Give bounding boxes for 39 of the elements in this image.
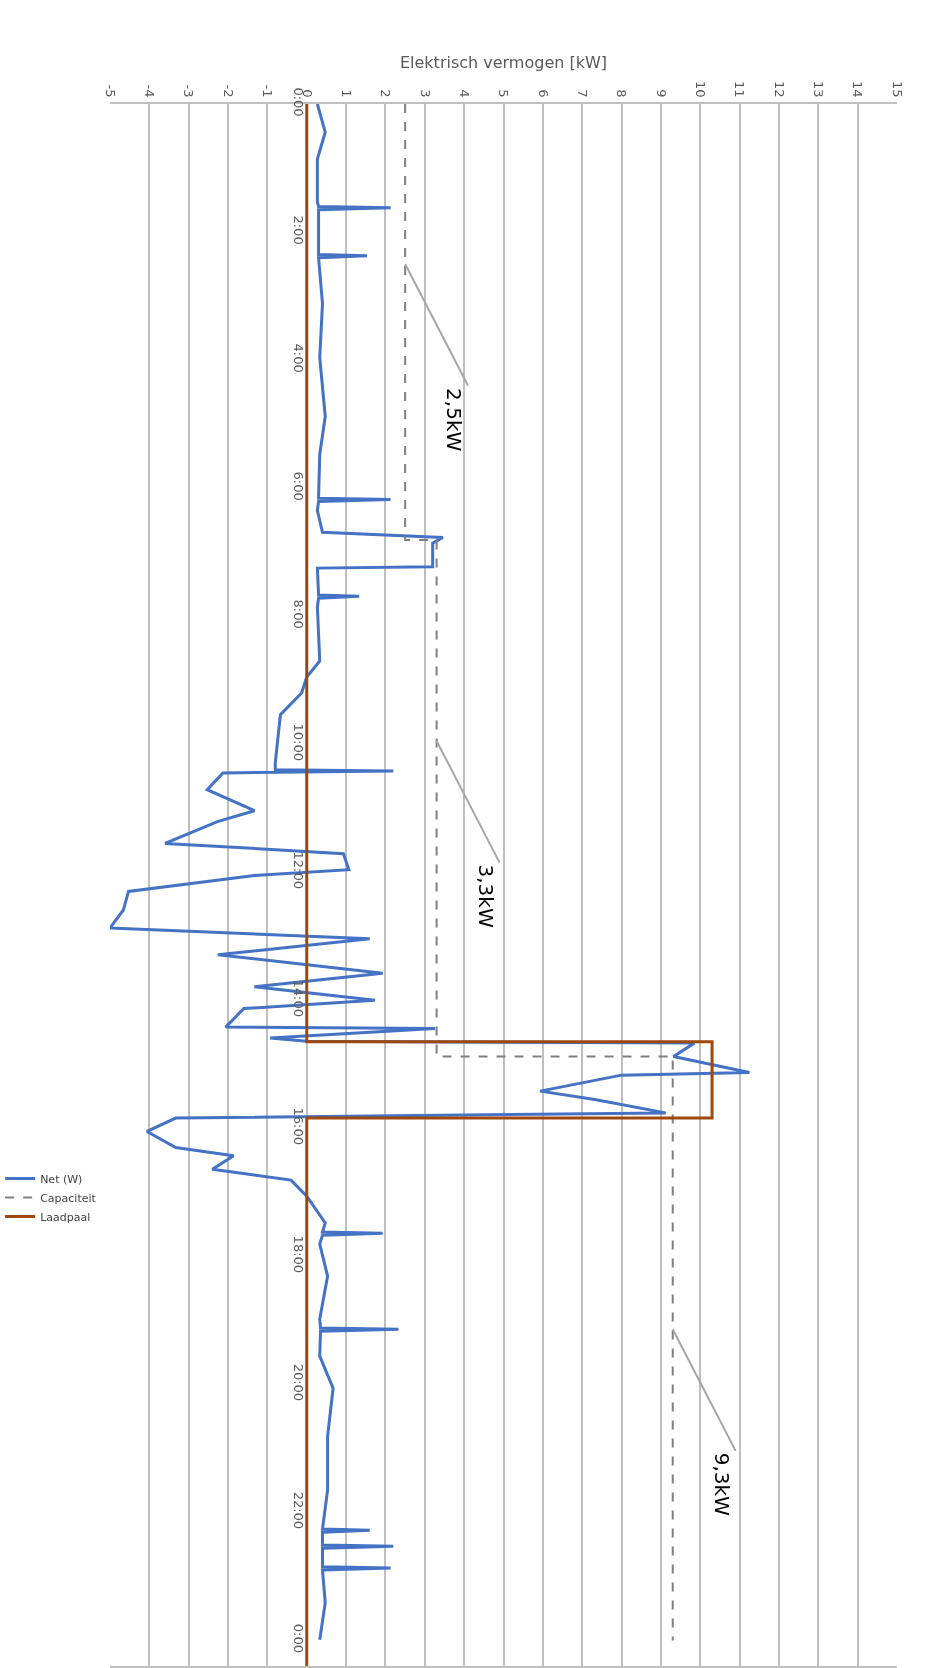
annotation: 2,5kW — [442, 388, 467, 452]
x-tick-label: -2 — [220, 84, 236, 98]
legend-label: Net (W) — [40, 1172, 83, 1186]
x-axis-title: Elektrisch vermogen [kW] — [399, 53, 608, 73]
x-tick-label: 4 — [456, 89, 472, 98]
x-tick-label: 15 — [889, 80, 905, 98]
y-tick-label: 6:00 — [290, 471, 306, 501]
y-tick-label: 4:00 — [290, 343, 306, 373]
x-tick-label: 14 — [850, 80, 866, 98]
x-tick-label: 2 — [378, 89, 394, 98]
y-tick-label: 14:00 — [290, 979, 306, 1018]
x-tick-label: 3 — [417, 89, 433, 98]
y-tick-label: 12:00 — [290, 851, 306, 889]
y-tick-label: 8:00 — [290, 599, 306, 629]
y-tick-label: 10:00 — [290, 723, 306, 761]
x-tick-label: 5 — [496, 89, 512, 98]
x-tick-label: 7 — [574, 89, 590, 98]
x-tick-label: 10 — [693, 80, 709, 98]
x-tick-label: -4 — [142, 84, 158, 98]
x-tick-label: -3 — [181, 84, 197, 98]
x-tick-label: 9 — [653, 89, 669, 98]
y-tick-label: 2:00 — [290, 215, 306, 245]
x-tick-label: 11 — [732, 80, 748, 98]
y-tick-label: 20:00 — [290, 1363, 306, 1402]
y-tick-label: 16:00 — [290, 1107, 306, 1146]
x-tick-label: 12 — [771, 80, 787, 98]
x-tick-label: 6 — [535, 89, 551, 98]
legend-label: Capaciteit — [40, 1191, 97, 1205]
x-tick-label: 8 — [614, 89, 630, 98]
x-tick-label: -1 — [260, 84, 276, 98]
y-tick-label: 22:00 — [290, 1491, 306, 1530]
x-tick-label: 1 — [338, 89, 354, 98]
x-tick-label: -5 — [102, 84, 118, 98]
annotation: 3,3kW — [473, 864, 498, 928]
legend-label: Laadpaal — [40, 1210, 91, 1224]
x-tick-label: 13 — [811, 80, 827, 98]
annotation: 9,3kW — [710, 1452, 735, 1517]
y-tick-label: 0:00 — [290, 1623, 306, 1654]
y-tick-label: 18:00 — [290, 1235, 306, 1274]
